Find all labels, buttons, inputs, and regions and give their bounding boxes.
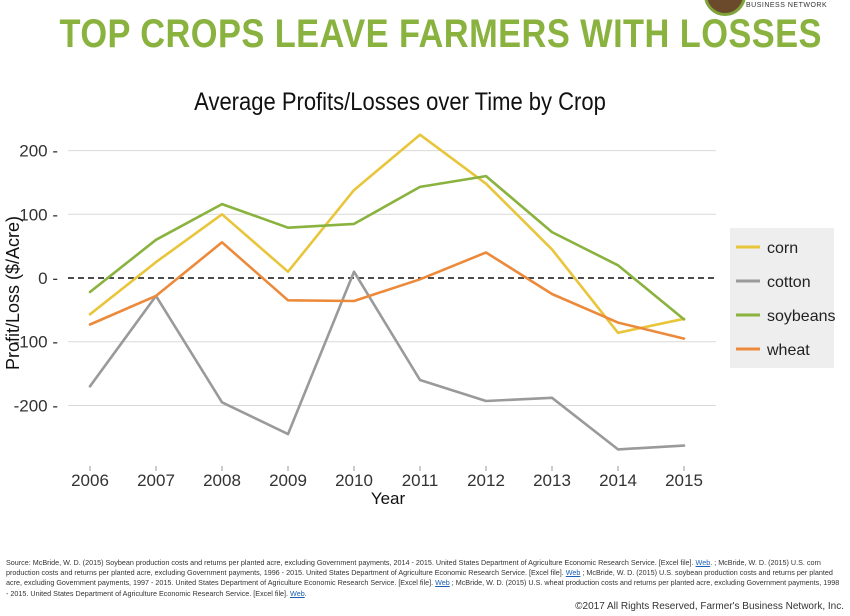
y-tick-label: -200 - bbox=[14, 396, 58, 415]
legend: corn cotton soybeans wheat bbox=[730, 228, 836, 368]
x-tick-label: 2008 bbox=[203, 471, 241, 490]
x-tick-label: 2010 bbox=[335, 471, 373, 490]
y-tick-label: 100 - bbox=[19, 205, 58, 224]
web-link[interactable]: Web bbox=[565, 568, 581, 578]
legend-box bbox=[730, 228, 834, 368]
web-link[interactable]: Web bbox=[290, 588, 305, 598]
web-link[interactable]: Web bbox=[695, 558, 711, 567]
x-tick-label: 2007 bbox=[137, 471, 175, 490]
source-text: ; McBride, W. D. (2015) U.S. wheat produ… bbox=[6, 578, 840, 598]
x-tick-label: 2012 bbox=[467, 471, 505, 490]
chart-title: Average Profits/Losses over Time by Crop bbox=[194, 88, 606, 116]
source-text: Source: McBride, W. D. (2015) Soybean pr… bbox=[6, 558, 696, 567]
legend-label-soybeans: soybeans bbox=[767, 308, 836, 325]
source-text: . ; McBride, W. D. (2015) U.S. corn prod… bbox=[6, 558, 821, 578]
copyright: ©2017 All Rights Reserved, Farmer's Busi… bbox=[575, 601, 844, 612]
legend-label-wheat: wheat bbox=[766, 342, 810, 359]
x-axis-label: Year bbox=[371, 489, 406, 508]
series-line-corn bbox=[88, 133, 686, 335]
line-chart: -200 - -100 - 0 - 100 - 200 - 2006 2007 2008 200… bbox=[3, 133, 836, 508]
y-tick-label: 200 - bbox=[19, 142, 58, 161]
x-tick-label: 2006 bbox=[71, 471, 109, 490]
x-tick-label: 2013 bbox=[533, 471, 571, 490]
source-citation: Source: McBride, W. D. (2015) Soybean pr… bbox=[6, 558, 842, 599]
source-text: ; McBride, W. D. (2015) U.S. soybean pro… bbox=[6, 568, 833, 588]
series-line-cotton bbox=[88, 270, 686, 451]
logo-text: BUSINESS NETWORK bbox=[746, 2, 828, 9]
grid-lines bbox=[68, 150, 716, 406]
web-link[interactable]: Web bbox=[435, 578, 450, 588]
x-tick-label: 2015 bbox=[665, 471, 703, 490]
series-lines bbox=[88, 133, 686, 451]
y-tick-label: -100 - bbox=[14, 333, 58, 352]
x-tick-label: 2014 bbox=[599, 471, 637, 490]
axes: -200 - -100 - 0 - 100 - 200 - 2006 2007 2008 200… bbox=[14, 142, 703, 490]
headline: TOP CROPS LEAVE FARMERS WITH LOSSES bbox=[59, 12, 822, 56]
legend-label-corn: corn bbox=[767, 240, 798, 257]
y-axis-label: Profit/Loss ($/Acre) bbox=[3, 216, 23, 370]
x-tick-label: 2011 bbox=[402, 471, 439, 490]
x-tick-label: 2009 bbox=[269, 471, 307, 490]
series-line-soybeans bbox=[88, 174, 686, 321]
legend-label-cotton: cotton bbox=[767, 274, 811, 291]
series-line-wheat bbox=[88, 241, 686, 340]
y-tick-label: 0 - bbox=[38, 269, 58, 288]
source-text: . bbox=[304, 588, 307, 598]
